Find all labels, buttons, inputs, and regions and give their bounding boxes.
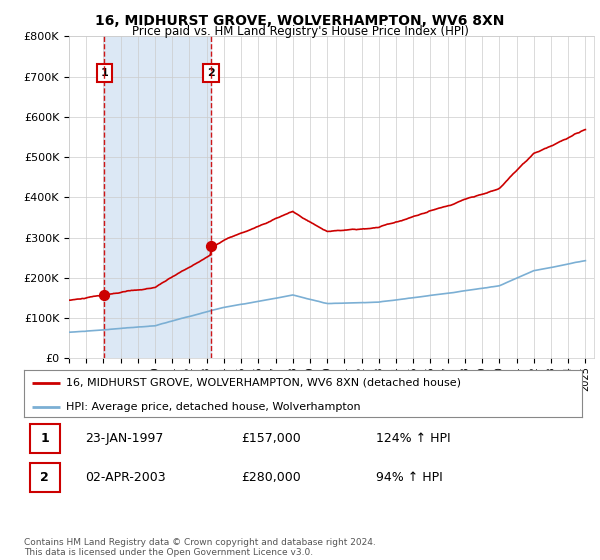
- Text: £280,000: £280,000: [242, 471, 301, 484]
- Text: Contains HM Land Registry data © Crown copyright and database right 2024.
This d: Contains HM Land Registry data © Crown c…: [24, 538, 376, 557]
- Text: 94% ↑ HPI: 94% ↑ HPI: [376, 471, 442, 484]
- Text: 1: 1: [101, 68, 109, 78]
- Text: 1: 1: [40, 432, 49, 445]
- Bar: [104, 36, 211, 358]
- Text: 16, MIDHURST GROVE, WOLVERHAMPTON, WV6 8XN: 16, MIDHURST GROVE, WOLVERHAMPTON, WV6 8…: [95, 14, 505, 28]
- Text: 124% ↑ HPI: 124% ↑ HPI: [376, 432, 450, 445]
- Point: [100, 291, 109, 300]
- FancyBboxPatch shape: [29, 463, 60, 492]
- Text: Price paid vs. HM Land Registry's House Price Index (HPI): Price paid vs. HM Land Registry's House …: [131, 25, 469, 38]
- Point: [206, 241, 216, 250]
- Text: 16, MIDHURST GROVE, WOLVERHAMPTON, WV6 8XN (detached house): 16, MIDHURST GROVE, WOLVERHAMPTON, WV6 8…: [66, 378, 461, 388]
- Text: 2: 2: [40, 471, 49, 484]
- Text: 23-JAN-1997: 23-JAN-1997: [85, 432, 164, 445]
- FancyBboxPatch shape: [29, 423, 60, 452]
- Text: 2: 2: [207, 68, 215, 78]
- Text: 02-APR-2003: 02-APR-2003: [85, 471, 166, 484]
- Text: £157,000: £157,000: [242, 432, 301, 445]
- Text: HPI: Average price, detached house, Wolverhampton: HPI: Average price, detached house, Wolv…: [66, 402, 361, 412]
